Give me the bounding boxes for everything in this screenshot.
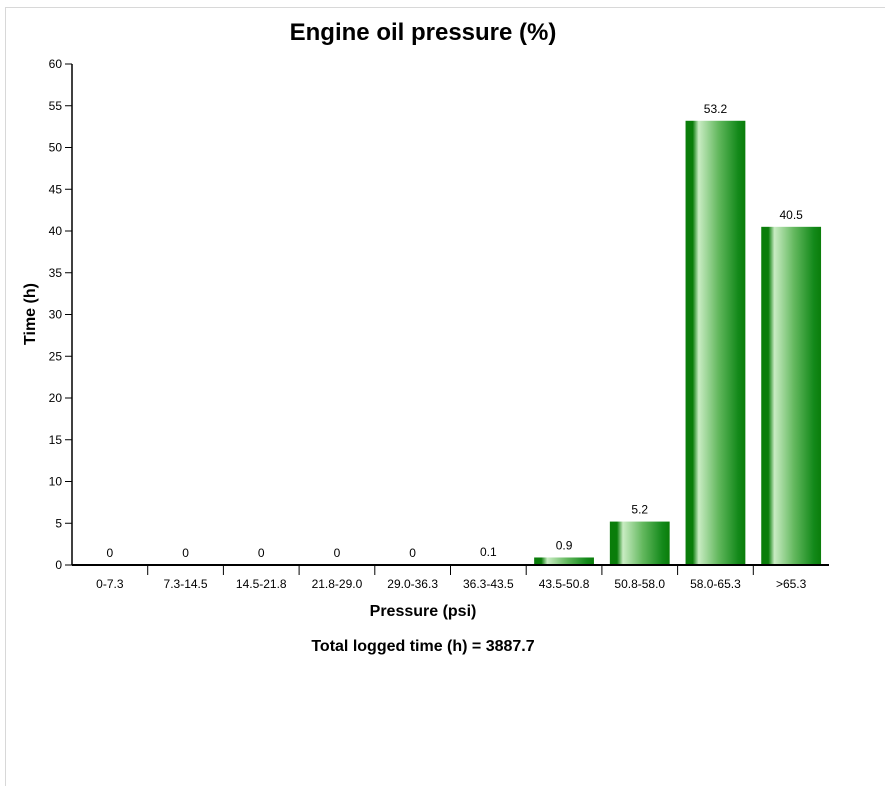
bar [761, 226, 822, 565]
data-label: 0 [107, 546, 114, 560]
x-tick-label: 58.0-65.3 [690, 577, 741, 591]
y-tick-label: 60 [49, 57, 63, 71]
y-tick-label: 0 [55, 558, 62, 572]
x-axis-title: Pressure (psi) [370, 603, 477, 620]
y-tick-label: 40 [49, 224, 63, 238]
x-tick-label: >65.3 [776, 577, 807, 591]
x-tick-label: 36.3-43.5 [463, 577, 514, 591]
data-label: 0 [409, 546, 416, 560]
y-tick-label: 45 [49, 182, 63, 196]
bars-group: 0 0 0 0 0 0.1 0.9 5.2 53.2 40.5 [107, 102, 822, 565]
y-axis-ticks: 0 5 10 15 20 25 30 35 40 45 50 55 60 [49, 57, 72, 572]
y-tick-label: 35 [49, 266, 63, 280]
chart-title: Engine oil pressure (%) [290, 19, 557, 46]
y-tick-label: 10 [49, 475, 63, 489]
x-axis-ticks: 0-7.3 7.3-14.5 14.5-21.8 21.8-29.0 29.0-36.3… [96, 565, 807, 591]
bar [685, 120, 746, 565]
total-logged-time: Total logged time (h) = 3887.7 [311, 638, 534, 655]
y-tick-label: 20 [49, 391, 63, 405]
x-tick-label: 0-7.3 [96, 577, 124, 591]
data-label: 0.9 [556, 538, 573, 552]
y-axis-title: Time (h) [22, 283, 39, 345]
y-tick-label: 15 [49, 433, 63, 447]
y-tick-label: 55 [49, 99, 63, 113]
x-tick-label: 29.0-36.3 [387, 577, 438, 591]
y-tick-label: 30 [49, 308, 63, 322]
x-tick-label: 21.8-29.0 [312, 577, 363, 591]
data-label: 40.5 [779, 208, 803, 222]
data-label: 0 [258, 546, 265, 560]
data-label: 0.1 [480, 545, 497, 559]
data-label: 0 [182, 546, 189, 560]
data-label: 53.2 [704, 102, 728, 116]
x-tick-label: 50.8-58.0 [614, 577, 665, 591]
y-tick-label: 25 [49, 349, 63, 363]
x-tick-label: 7.3-14.5 [164, 577, 208, 591]
data-label: 5.2 [631, 503, 648, 517]
bar [534, 557, 594, 565]
x-tick-label: 43.5-50.8 [539, 577, 590, 591]
bar [609, 521, 670, 565]
x-tick-label: 14.5-21.8 [236, 577, 287, 591]
y-tick-label: 50 [49, 141, 63, 155]
data-label: 0 [334, 546, 341, 560]
y-tick-label: 5 [55, 516, 62, 530]
